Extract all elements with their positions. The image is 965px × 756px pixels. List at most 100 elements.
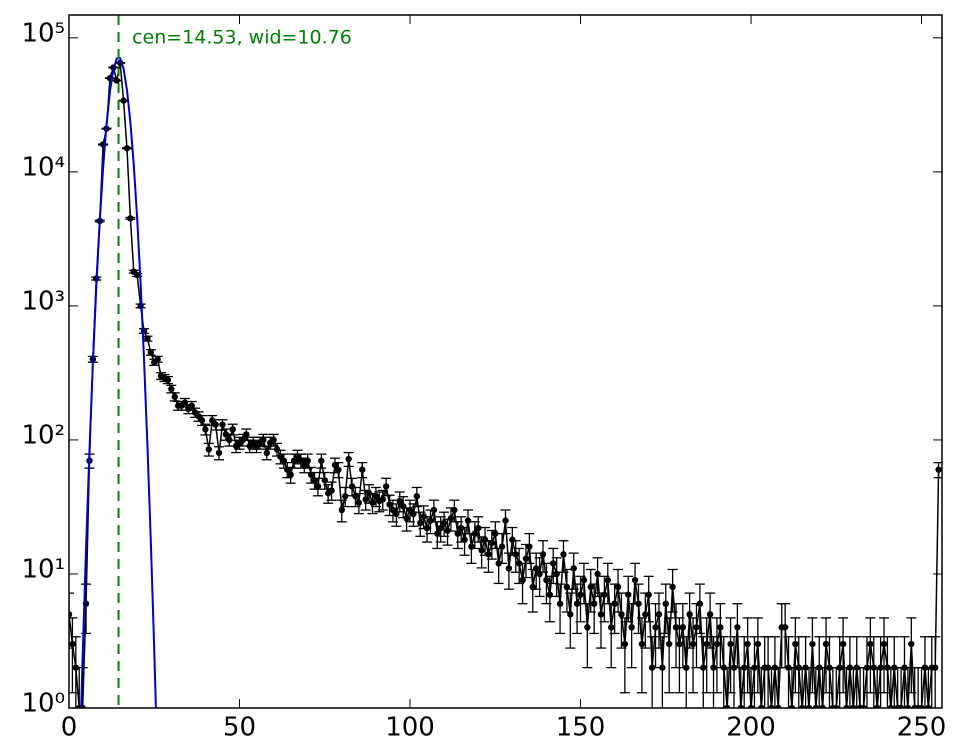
y-tick-label: 10⁴: [21, 152, 65, 182]
data-point: [403, 515, 410, 522]
data-point: [273, 446, 281, 453]
data-point: [430, 506, 438, 514]
data-point: [382, 483, 390, 490]
data-point: [833, 704, 840, 708]
data-point: [318, 457, 325, 464]
data-point: [744, 640, 751, 648]
data-point: [887, 704, 895, 708]
data-point: [638, 640, 646, 648]
data-point: [723, 704, 731, 708]
data-point: [696, 600, 704, 607]
data-point: [352, 493, 359, 500]
x-tick-label: 250: [897, 713, 947, 743]
data-point: [635, 600, 642, 607]
data-point: [706, 611, 714, 618]
data-point: [362, 496, 369, 503]
data-point: [69, 640, 76, 648]
data-point: [686, 611, 693, 618]
data-point: [219, 421, 226, 428]
data-point: [461, 536, 468, 543]
data-point: [164, 376, 172, 384]
data-point: [904, 704, 912, 708]
data-point: [226, 436, 233, 444]
data-point: [839, 640, 847, 648]
data-point: [584, 624, 591, 631]
data-point: [931, 664, 939, 671]
data-point: [573, 600, 581, 607]
data-point: [611, 600, 618, 607]
data-point: [553, 570, 560, 578]
data-point: [689, 640, 697, 648]
data-point: [860, 704, 867, 708]
data-point: [798, 704, 806, 708]
data-point: [423, 524, 431, 532]
data-point: [519, 576, 526, 584]
data-point: [683, 664, 690, 671]
x-tick-label: 150: [556, 713, 606, 743]
data-point: [386, 501, 393, 508]
data-point: [669, 583, 676, 591]
data-point: [314, 483, 322, 490]
data-point: [676, 640, 683, 648]
data-point: [147, 349, 155, 356]
data-point: [908, 640, 915, 648]
data-point: [563, 583, 571, 591]
data-point: [410, 510, 417, 518]
data-point: [604, 576, 612, 584]
data-point: [642, 611, 649, 618]
data-point: [454, 530, 461, 537]
data-point: [188, 402, 195, 409]
data-point: [304, 457, 311, 464]
data-point: [212, 421, 219, 428]
data-point: [935, 466, 942, 473]
data-point: [768, 704, 775, 708]
data-point: [478, 547, 485, 554]
data-point: [359, 466, 366, 473]
data-point: [69, 611, 73, 618]
data-point: [618, 611, 625, 618]
data-point: [481, 536, 489, 543]
data-point: [127, 215, 134, 222]
data-point: [560, 551, 567, 558]
data-point: [737, 704, 744, 708]
data-point: [297, 457, 305, 464]
data-point: [665, 640, 673, 648]
data-point: [863, 664, 871, 671]
data-point: [284, 466, 291, 473]
y-tick-label: 10¹: [21, 554, 65, 584]
data-line: [69, 62, 940, 708]
data-point: [321, 477, 328, 484]
data-point: [287, 471, 294, 478]
data-point: [396, 497, 403, 505]
data-point: [331, 461, 339, 469]
data-point: [447, 515, 455, 522]
data-point: [781, 624, 789, 631]
data-point: [120, 97, 127, 104]
data-point: [734, 624, 741, 631]
data-point: [202, 426, 209, 433]
data-point: [580, 576, 588, 584]
plot-area: [69, 15, 942, 708]
data-point: [679, 624, 687, 631]
data-point: [198, 417, 206, 424]
data-point: [342, 493, 349, 500]
data-point: [464, 517, 472, 524]
data-point: [655, 611, 663, 618]
data-point: [488, 539, 496, 547]
data-point: [498, 543, 506, 550]
data-point: [590, 600, 598, 607]
data-point: [805, 704, 813, 708]
data-point: [710, 664, 717, 671]
data-point: [843, 704, 850, 708]
data-point: [628, 624, 635, 631]
data-point: [693, 624, 700, 631]
plot-frame: [68, 14, 943, 709]
data-point: [822, 640, 830, 648]
data-point: [509, 536, 516, 543]
data-point: [652, 624, 659, 631]
data-point: [379, 496, 386, 503]
data-point: [348, 483, 356, 490]
data-point: [171, 393, 178, 400]
data-point: [850, 704, 857, 708]
